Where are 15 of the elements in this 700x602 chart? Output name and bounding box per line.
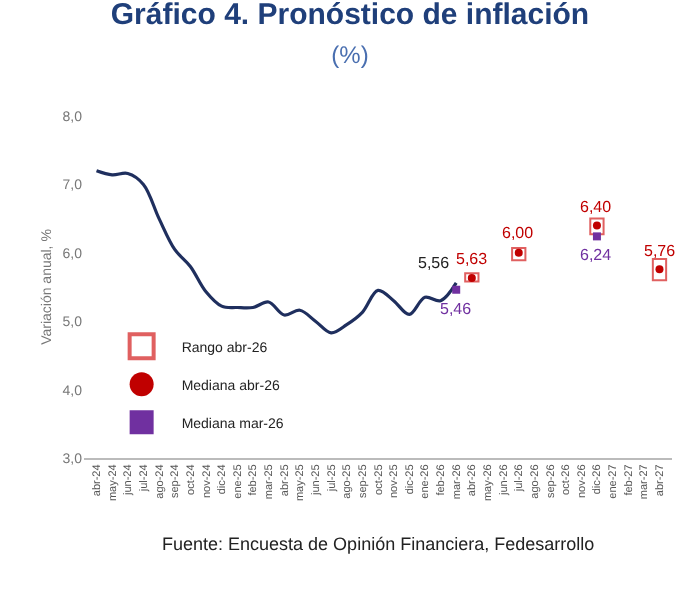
data-label: 5,56 bbox=[418, 254, 451, 272]
data-label: 6,40 bbox=[580, 198, 613, 216]
bar bbox=[589, 217, 605, 236]
bar bbox=[651, 257, 668, 282]
chart-title: Gráfico 4. Pronóstico de inflación bbox=[110, 0, 590, 33]
bar bbox=[511, 247, 527, 262]
data-label: 6,00 bbox=[502, 224, 535, 242]
data-label: 5,76 bbox=[644, 242, 677, 260]
data-label: 5,63 bbox=[456, 250, 489, 268]
point bbox=[452, 285, 461, 294]
data-label: 5,46 bbox=[440, 300, 473, 318]
point bbox=[592, 232, 601, 241]
data-label: 6,24 bbox=[580, 246, 613, 264]
chart-subtitle: (%) bbox=[331, 41, 369, 70]
source-note: Fuente: Encuesta de Opinión Financiera, Fedesarrollo bbox=[162, 534, 595, 554]
